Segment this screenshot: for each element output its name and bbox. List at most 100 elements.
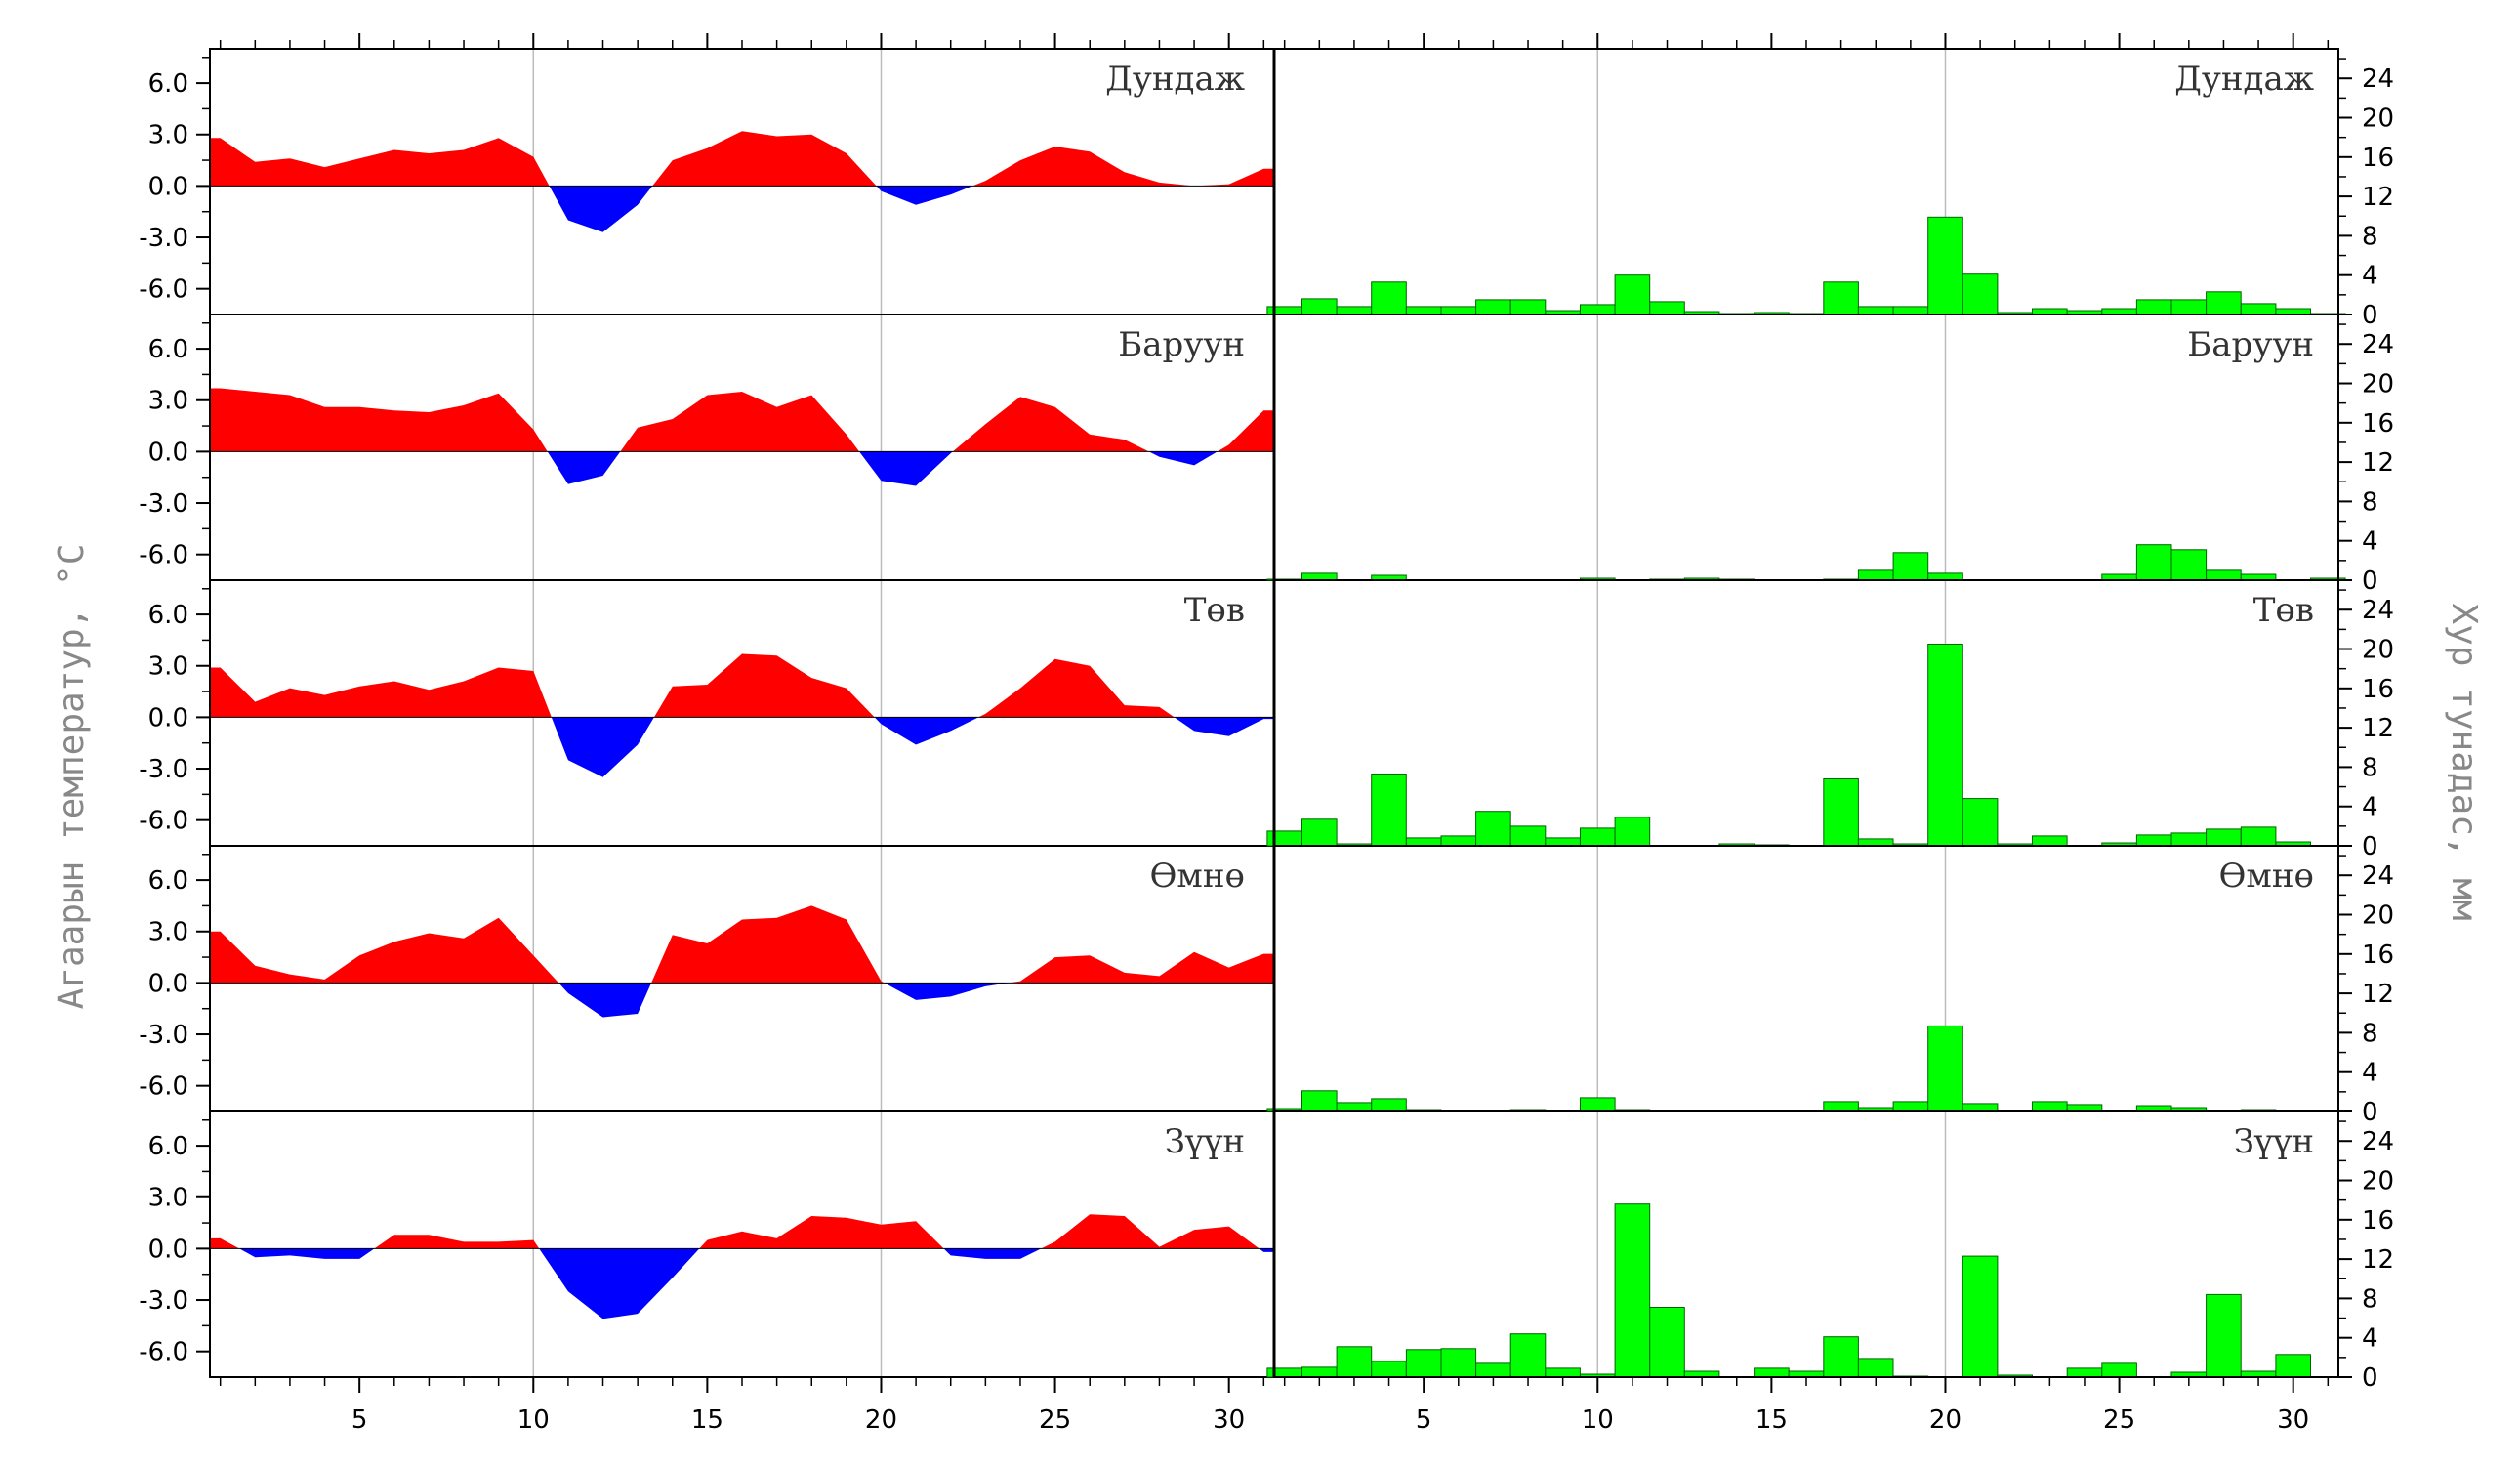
- day-axes: 5 10 15 20 25 30 5 10 15 20 25 30: [219, 33, 2330, 1435]
- precipitation-bar: [1614, 817, 1651, 847]
- precipitation-bar: [2275, 1354, 2311, 1378]
- precipitation-bar: [1649, 1307, 1685, 1378]
- precipitation-bar: [1892, 306, 1929, 315]
- panel-label: Төв: [1184, 591, 1245, 630]
- y-tick-label: 8: [2362, 487, 2378, 517]
- negative-anomaly-area: [210, 1248, 1274, 1319]
- x-tick-label: 30: [1213, 1405, 1245, 1435]
- precipitation-bar: [2240, 826, 2277, 847]
- x-tick-label: 25: [1039, 1405, 1071, 1435]
- y-tick-label: 8: [2362, 222, 2378, 251]
- precipitation-bar: [1301, 298, 1338, 315]
- panel-label: Дундаж: [2174, 60, 2314, 99]
- y-tick-label: 6.0: [148, 866, 188, 896]
- precipitation-bar: [2101, 1362, 2137, 1378]
- x-tick-label: 10: [517, 1405, 550, 1435]
- precipitation-bar: [1962, 1255, 1999, 1378]
- x-tick-label: 10: [1582, 1405, 1614, 1435]
- panel-label: Зүүн: [1165, 1122, 1245, 1161]
- y-tick-label: 3.0: [148, 918, 188, 947]
- precipitation-bar: [1336, 1102, 1373, 1112]
- precipitation-bar: [2066, 1367, 2103, 1378]
- precipitation-bar: [2032, 1101, 2068, 1112]
- panel-frame: [1273, 1110, 2339, 1378]
- precipitation-bar: [1823, 778, 1859, 847]
- temperature-panel-5: 6.0 3.0 0.0 -3.0 -6.0 Зүүн: [139, 1110, 1275, 1378]
- y-tick-label: 8: [2362, 1284, 2378, 1314]
- y-tick-label: 16: [2362, 409, 2394, 439]
- temperature-anomaly-column: 6.0 3.0 0.0 -3.0 -6.0 Дундаж 6.0 3.0 0.0 -3.0 -6.0…: [139, 48, 1275, 1378]
- y-tick-label: 16: [2362, 675, 2394, 704]
- precipitation-bar: [1440, 1348, 1477, 1378]
- precipitation-bar: [1301, 1090, 1338, 1112]
- precipitation-bar: [1440, 835, 1477, 847]
- y-tick-label: 0: [2362, 301, 2378, 330]
- y-tick-label: -3.0: [139, 489, 188, 519]
- positive-anomaly-area: [210, 1214, 1274, 1249]
- precipitation-bar: [1371, 1098, 1407, 1112]
- x-tick-label: 15: [1756, 1405, 1788, 1435]
- y-tick-label: 24: [2362, 861, 2394, 891]
- y-tick-label: -6.0: [139, 807, 188, 836]
- y-tick-label: 0.0: [148, 1235, 188, 1264]
- precipitation-bar: [1614, 274, 1651, 315]
- temperature-panel-2: 6.0 3.0 0.0 -3.0 -6.0 Баруун: [139, 314, 1275, 581]
- y-tick-label: 24: [2362, 596, 2394, 625]
- y-tick-label: -3.0: [139, 224, 188, 253]
- y-tick-label: 16: [2362, 941, 2394, 970]
- precipitation-bar: [2206, 569, 2242, 581]
- y-tick-label: 4: [2362, 1324, 2378, 1354]
- precipitation-bar: [2206, 1293, 2242, 1378]
- precipitation-bar: [1475, 299, 1511, 315]
- x-tick-label: 15: [691, 1405, 723, 1435]
- precipitation-bar: [1649, 301, 1685, 315]
- y-tick-label: 0.0: [148, 969, 188, 998]
- y-tick-label: -6.0: [139, 1072, 188, 1102]
- panel-label: Өмнө: [2219, 857, 2314, 896]
- precipitation-bar: [1962, 273, 1999, 315]
- precipitation-column: 24 20 16 12 8 4 0 Дундаж 24 20 16 12 8 4 0 Баруун 24 20 16…: [1266, 48, 2394, 1393]
- precipitation-bar: [1371, 1361, 1407, 1378]
- y-tick-label: 20: [2362, 370, 2394, 399]
- precipitation-bar: [1509, 299, 1547, 315]
- precipitation-bar: [2170, 832, 2208, 847]
- negative-anomaly-area: [210, 983, 1274, 1018]
- y-tick-label: 12: [2362, 980, 2394, 1009]
- precipitation-bar: [2066, 1104, 2103, 1112]
- y-tick-label: 20: [2362, 1167, 2394, 1196]
- y-tick-label: 4: [2362, 1059, 2378, 1088]
- y-tick-label: 20: [2362, 636, 2394, 665]
- y-tick-label: 12: [2362, 714, 2394, 743]
- y-tick-label: 0.0: [148, 172, 188, 201]
- precipitation-bar: [1371, 281, 1407, 315]
- y-tick-label: 3.0: [148, 1184, 188, 1213]
- y-tick-label: 20: [2362, 901, 2394, 931]
- y-tick-label: -3.0: [139, 1021, 188, 1050]
- precipitation-bar: [2170, 549, 2208, 581]
- precipitation-panel-2: 24 20 16 12 8 4 0 Баруун: [1266, 314, 2394, 596]
- temperature-panel-4: 6.0 3.0 0.0 -3.0 -6.0 Өмнө: [139, 845, 1275, 1112]
- precipitation-panel-5: 24 20 16 12 8 4 0 Зүүн: [1266, 1110, 2394, 1393]
- precipitation-bar: [1927, 1025, 1963, 1112]
- precipitation-bar: [1509, 1333, 1547, 1378]
- panel-frame: [1273, 579, 2339, 847]
- panel-frame: [1273, 845, 2339, 1112]
- y-tick-label: -6.0: [139, 541, 188, 570]
- y-tick-label: 0: [2362, 1363, 2378, 1393]
- y-tick-label: 0: [2362, 832, 2378, 861]
- negative-anomaly-area: [210, 186, 1274, 232]
- negative-anomaly-area: [210, 451, 1274, 486]
- precipitation-bar: [1405, 1349, 1442, 1378]
- precipitation-bar: [2135, 834, 2172, 847]
- precipitation-bar: [1301, 818, 1338, 847]
- precipitation-bar: [1545, 837, 1581, 847]
- precipitation-bar: [1580, 304, 1616, 315]
- precipitation-bar: [1754, 1367, 1790, 1378]
- y-tick-label: -6.0: [139, 275, 188, 305]
- precipitation-bar: [1509, 825, 1547, 847]
- negative-anomaly-area: [210, 717, 1274, 777]
- precipitation-bar: [2032, 835, 2068, 847]
- positive-anomaly-area: [210, 905, 1274, 984]
- x-tick-label: 5: [1416, 1405, 1432, 1435]
